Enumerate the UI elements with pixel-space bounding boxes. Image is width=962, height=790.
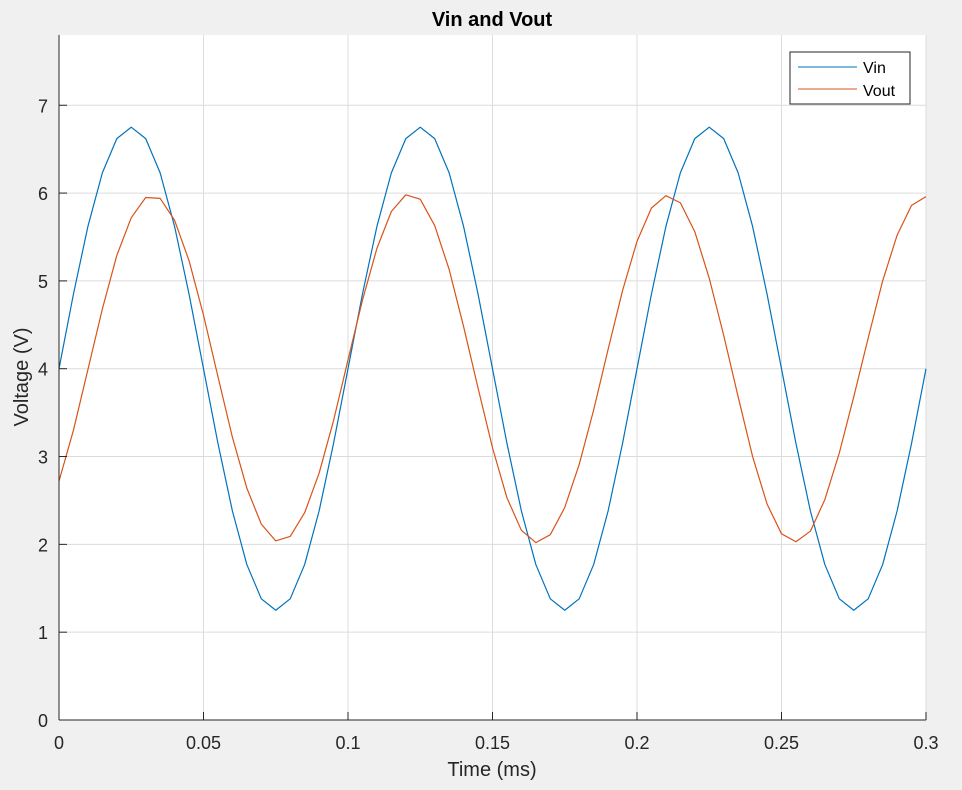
y-tick-label: 5 xyxy=(38,272,48,292)
legend-box xyxy=(789,51,911,105)
x-tick-label: 0.15 xyxy=(475,733,510,753)
legend-label-vout: Vout xyxy=(863,83,896,100)
x-axis-label: Time (ms) xyxy=(447,759,536,781)
series-line-vout[interactable] xyxy=(58,194,927,544)
series-group xyxy=(58,126,927,611)
x-tick-label: 0.1 xyxy=(335,733,360,753)
x-tick-label: 0.25 xyxy=(764,733,799,753)
x-tick-label: 0.3 xyxy=(913,733,938,753)
y-tick-label: 4 xyxy=(38,360,48,380)
x-ticks: 0 0.05 0.1 0.15 0.2 0.25 0.3 xyxy=(54,712,939,753)
legend-label-vin: Vin xyxy=(863,60,886,77)
y-tick-label: 7 xyxy=(38,96,48,116)
y-axis-label: Voltage (V) xyxy=(11,328,33,427)
y-tick-label: 1 xyxy=(38,623,48,643)
x-tick-label: 0.05 xyxy=(186,733,221,753)
y-tick-label: 3 xyxy=(38,448,48,468)
chart-title: Vin and Vout xyxy=(432,9,553,31)
legend[interactable]: Vin Vout xyxy=(789,51,911,105)
y-tick-label: 2 xyxy=(38,535,48,555)
y-tick-label: 0 xyxy=(38,711,48,731)
x-tick-label: 0.2 xyxy=(624,733,649,753)
y-ticks: 0 1 2 3 4 5 6 7 xyxy=(38,96,67,731)
y-tick-label: 6 xyxy=(38,184,48,204)
x-tick-label: 0 xyxy=(54,733,64,753)
series-line-vin[interactable] xyxy=(58,126,927,611)
